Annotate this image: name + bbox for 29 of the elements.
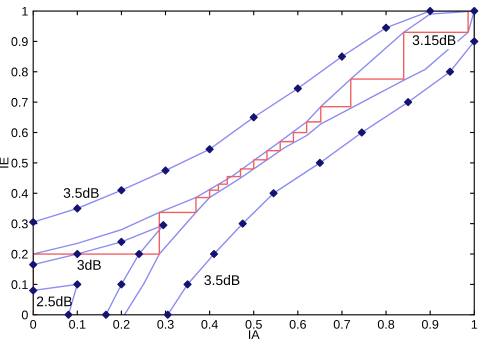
x-tick-label: 0 — [30, 320, 36, 329]
x-tick-label: 0.9 — [422, 320, 438, 329]
y-tick-label: 0.8 — [11, 68, 28, 76]
annotation: 3.15dB — [412, 34, 456, 46]
y-tick-label: 0.2 — [11, 250, 28, 259]
x-tick-label: 0.1 — [69, 320, 86, 329]
annotation: 2.5dB — [36, 296, 72, 306]
annotation: 3.5dB — [64, 188, 99, 198]
x-tick-label: 1 — [472, 320, 478, 329]
y-tick-label: 1 — [22, 6, 28, 16]
x-tick-label: 0.7 — [334, 320, 350, 329]
x-axis-title: IA — [248, 330, 260, 339]
y-tick-label: 0.4 — [11, 189, 28, 198]
y-tick-label: 0.3 — [11, 219, 28, 228]
annotation: 3.5dB — [204, 274, 240, 286]
y-tick-label: 0.6 — [11, 128, 28, 138]
y-axis-title: IE — [0, 158, 8, 168]
y-tick-label: 0 — [22, 310, 28, 320]
x-tick-label: 0.6 — [290, 320, 306, 329]
x-tick-label: 0.4 — [201, 320, 218, 329]
annotation: 3dB — [77, 260, 101, 270]
y-tick-label: 0.1 — [11, 280, 28, 290]
x-tick-label: 0.8 — [378, 320, 394, 329]
x-tick-label: 0.3 — [157, 320, 174, 329]
y-tick-label: 0.5 — [11, 158, 28, 168]
y-tick-label: 0.9 — [11, 37, 28, 46]
x-tick-label: 0.5 — [246, 320, 262, 329]
x-tick-label: 0.2 — [113, 320, 130, 329]
y-tick-label: 0.7 — [11, 98, 28, 107]
